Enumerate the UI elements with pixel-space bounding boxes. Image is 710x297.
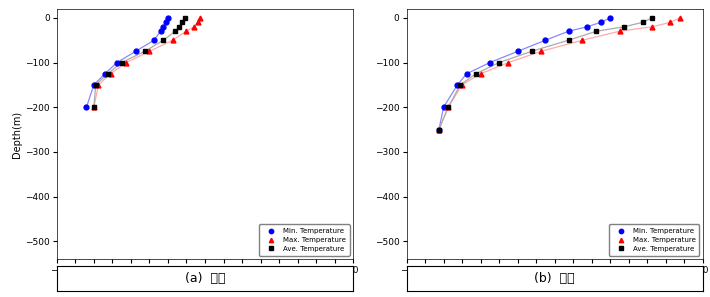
Max. Temperature — [145, 50, 153, 53]
Min. Temperature — [164, 16, 173, 20]
Min. Temperature — [150, 38, 158, 42]
X-axis label: Temperatre(°C): Temperatre(°C) — [168, 278, 242, 288]
Max. Temperature — [616, 29, 624, 33]
Ave. Temperature — [620, 25, 628, 29]
Ave. Temperature — [648, 16, 656, 20]
Min. Temperature — [131, 50, 140, 53]
Max. Temperature — [458, 83, 466, 87]
Y-axis label: Depth(m): Depth(m) — [12, 110, 22, 158]
Ave. Temperature — [92, 83, 100, 87]
Ave. Temperature — [175, 25, 183, 29]
Ave. Temperature — [495, 61, 503, 64]
Max. Temperature — [666, 20, 674, 24]
Max. Temperature — [196, 16, 204, 20]
Min. Temperature — [453, 83, 462, 87]
Legend: Min. Temperature, Max. Temperature, Ave. Temperature: Min. Temperature, Max. Temperature, Ave.… — [259, 225, 350, 256]
Ave. Temperature — [471, 72, 480, 75]
Ave. Temperature — [141, 50, 149, 53]
Ave. Temperature — [444, 105, 452, 109]
Min. Temperature — [156, 29, 165, 33]
Max. Temperature — [193, 20, 202, 24]
Max. Temperature — [168, 38, 177, 42]
Line: Min. Temperature: Min. Temperature — [84, 15, 170, 110]
Ave. Temperature — [159, 38, 168, 42]
Min. Temperature — [564, 29, 573, 33]
Max. Temperature — [444, 105, 452, 109]
Text: (a)  동계: (a) 동계 — [185, 272, 225, 285]
Min. Temperature — [82, 105, 91, 109]
Ave. Temperature — [435, 128, 443, 131]
Ave. Temperature — [592, 29, 601, 33]
Ave. Temperature — [104, 72, 112, 75]
Min. Temperature — [513, 50, 522, 53]
Min. Temperature — [113, 61, 121, 64]
Line: Ave. Temperature: Ave. Temperature — [437, 15, 655, 132]
Ave. Temperature — [117, 61, 126, 64]
Line: Ave. Temperature: Ave. Temperature — [92, 15, 187, 110]
Max. Temperature — [648, 25, 656, 29]
Ave. Temperature — [89, 105, 98, 109]
Line: Max. Temperature: Max. Temperature — [92, 15, 203, 110]
Min. Temperature — [486, 61, 494, 64]
Max. Temperature — [94, 83, 103, 87]
Ave. Temperature — [456, 83, 464, 87]
Min. Temperature — [597, 20, 606, 24]
Min. Temperature — [159, 25, 168, 29]
Line: Max. Temperature: Max. Temperature — [437, 15, 682, 132]
Min. Temperature — [606, 16, 615, 20]
Max. Temperature — [122, 61, 131, 64]
Min. Temperature — [101, 72, 109, 75]
Ave. Temperature — [528, 50, 536, 53]
Min. Temperature — [541, 38, 550, 42]
Line: Min. Temperature: Min. Temperature — [437, 15, 613, 132]
Max. Temperature — [190, 25, 198, 29]
Min. Temperature — [89, 83, 98, 87]
Min. Temperature — [462, 72, 471, 75]
Max. Temperature — [182, 29, 191, 33]
Ave. Temperature — [171, 29, 180, 33]
Min. Temperature — [162, 20, 170, 24]
Max. Temperature — [435, 128, 443, 131]
Max. Temperature — [476, 72, 485, 75]
Text: (b)  하계: (b) 하계 — [535, 272, 575, 285]
Max. Temperature — [578, 38, 586, 42]
Ave. Temperature — [564, 38, 573, 42]
Min. Temperature — [435, 128, 443, 131]
Ave. Temperature — [180, 16, 189, 20]
X-axis label: Temperatre(°C): Temperatre(°C) — [518, 278, 592, 288]
Min. Temperature — [439, 105, 448, 109]
Min. Temperature — [583, 25, 591, 29]
Max. Temperature — [675, 16, 684, 20]
Max. Temperature — [504, 61, 513, 64]
Max. Temperature — [106, 72, 115, 75]
Max. Temperature — [537, 50, 545, 53]
Max. Temperature — [89, 105, 98, 109]
Legend: Min. Temperature, Max. Temperature, Ave. Temperature: Min. Temperature, Max. Temperature, Ave.… — [608, 225, 699, 256]
Ave. Temperature — [638, 20, 647, 24]
Ave. Temperature — [178, 20, 186, 24]
